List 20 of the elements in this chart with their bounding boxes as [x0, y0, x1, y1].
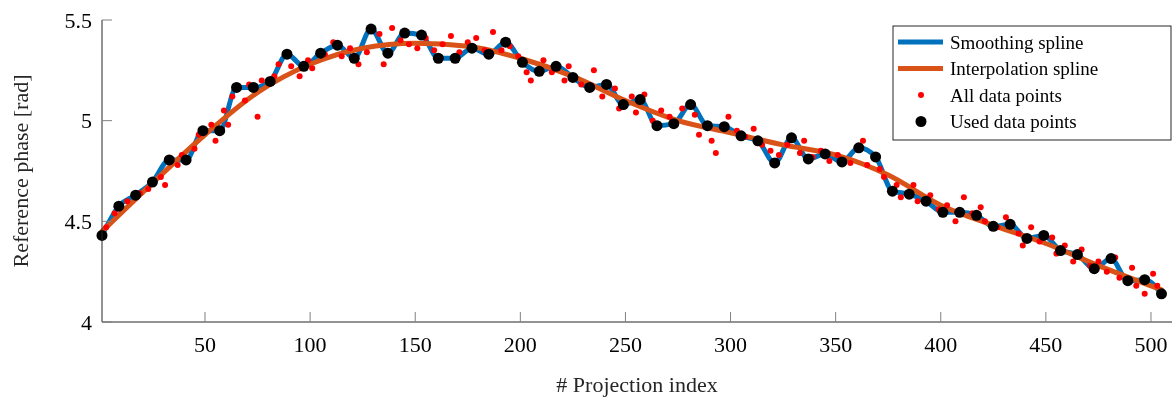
- y-tick-label: 4: [81, 309, 92, 335]
- y-tick-label: 4.5: [64, 209, 92, 235]
- x-tick-label: 50: [194, 332, 217, 357]
- x-tick-label: 300: [714, 332, 748, 357]
- x-tick-label: 450: [1029, 332, 1063, 357]
- y-axis-title: Reference phase [rad]: [8, 74, 33, 268]
- y-tick-label: 5: [81, 108, 92, 134]
- legend-label: Interpolation spline: [950, 58, 1099, 80]
- x-tick-label: 500: [1134, 332, 1168, 357]
- x-tick-label: 200: [503, 332, 537, 357]
- x-axis-title: # Projection index: [556, 372, 718, 397]
- legend-label: Smoothing spline: [950, 31, 1084, 53]
- x-tick-label: 350: [819, 332, 853, 357]
- legend-label: All data points: [950, 84, 1062, 106]
- legend-label: Used data points: [950, 111, 1077, 133]
- x-tick-label: 100: [293, 332, 327, 357]
- x-tick-label: 400: [924, 332, 958, 357]
- y-tick-label: 5.5: [64, 7, 92, 33]
- x-tick-label: 250: [608, 332, 642, 357]
- x-tick-label: 150: [398, 332, 432, 357]
